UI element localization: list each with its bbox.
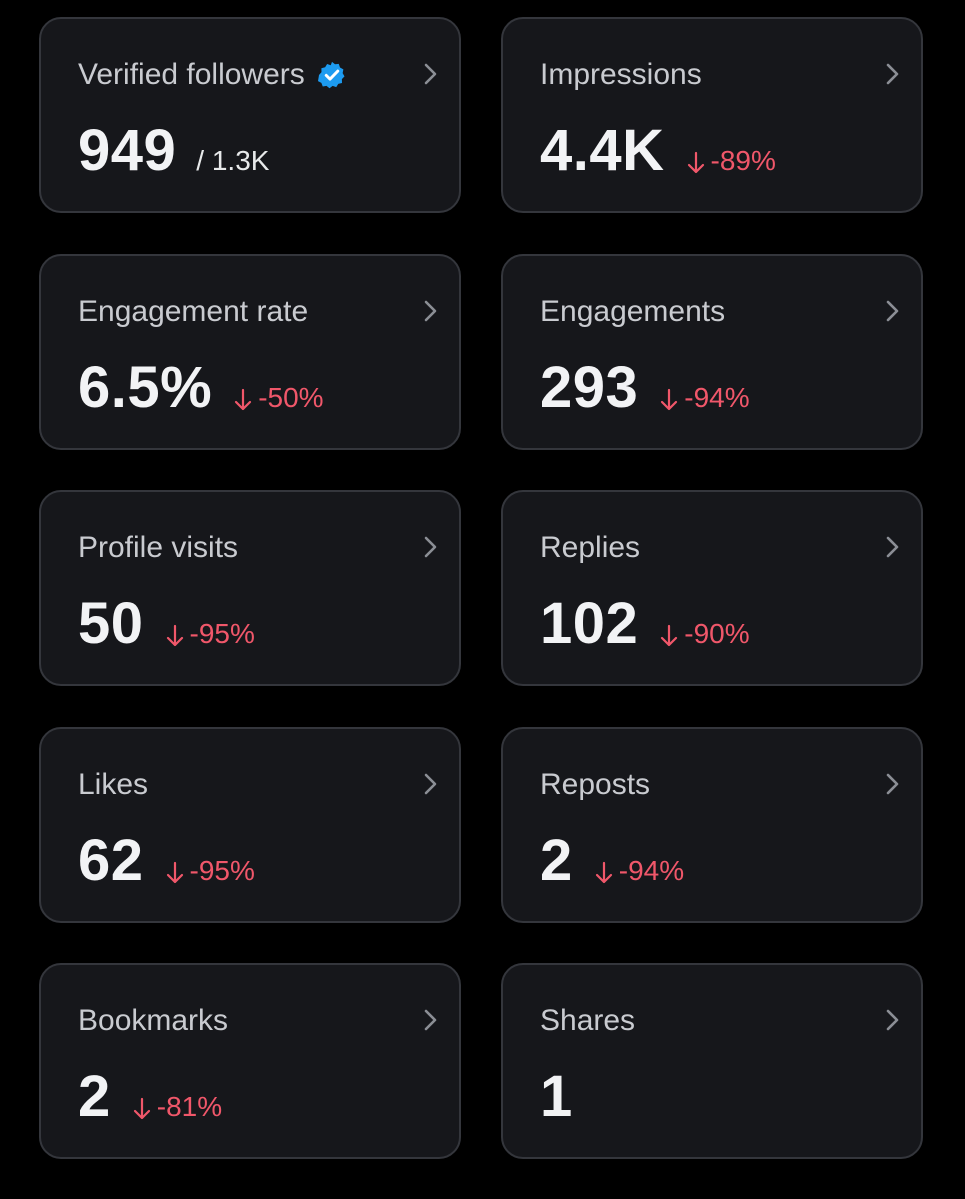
card-value: 50 — [78, 591, 144, 656]
arrow-down-icon — [133, 1097, 150, 1120]
card-title: Shares — [540, 1003, 635, 1039]
arrow-down-icon — [661, 624, 678, 647]
card-title: Replies — [540, 530, 640, 566]
card-value-row: 62 -95% — [78, 829, 255, 893]
chevron-right-icon — [424, 773, 437, 795]
card-engagements[interactable]: Engagements 293 -94% — [501, 254, 923, 450]
card-replies[interactable]: Replies 102 -90% — [501, 490, 923, 686]
card-title: Engagement rate — [78, 294, 308, 330]
card-value: 102 — [540, 591, 639, 656]
card-impressions[interactable]: Impressions 4.4K -89% — [501, 17, 923, 213]
card-title-label: Engagement rate — [78, 295, 309, 328]
card-title-label: Profile visits — [78, 531, 239, 564]
card-change: -90% — [660, 618, 750, 650]
chevron-right-icon — [886, 773, 899, 795]
arrow-down-icon — [235, 388, 252, 411]
card-change: -95% — [166, 855, 255, 887]
card-title: Likes — [78, 767, 148, 803]
card-likes[interactable]: Likes 62 -95% — [39, 727, 461, 923]
card-change-value: -50% — [258, 382, 324, 413]
chevron-right-icon — [886, 300, 899, 322]
chevron-right-icon — [424, 1009, 437, 1031]
card-title-label: Shares — [540, 1004, 636, 1037]
card-value-row: 293 -94% — [540, 356, 750, 420]
card-value: 2 — [78, 1064, 111, 1129]
card-change: -94% — [660, 382, 750, 414]
card-value-row: 949 / 1.3K — [78, 119, 269, 183]
card-change-value: -95% — [189, 855, 255, 886]
chevron-right-icon — [886, 536, 899, 558]
card-change-value: -94% — [684, 382, 750, 413]
card-value: 6.5% — [78, 355, 213, 420]
card-title-label: Likes — [78, 768, 149, 801]
card-value-row: 50 -95% — [78, 592, 255, 656]
arrow-down-icon — [595, 861, 612, 884]
card-title-label: Replies — [540, 531, 641, 564]
card-profile-visits[interactable]: Profile visits 50 -95% — [39, 490, 461, 686]
card-value-row: 1 — [540, 1065, 573, 1129]
card-value-row: 2 -81% — [78, 1065, 222, 1129]
arrow-down-icon — [166, 861, 183, 884]
card-value: 1 — [540, 1064, 573, 1129]
card-change: -50% — [234, 382, 324, 414]
card-value: 293 — [540, 355, 639, 420]
card-change-value: -81% — [156, 1091, 223, 1122]
card-value: 4.4K — [540, 118, 665, 183]
card-value-row: 2 -94% — [540, 829, 684, 893]
card-title-label: Bookmarks — [78, 1004, 229, 1037]
card-change-value: -95% — [189, 618, 255, 649]
card-reposts[interactable]: Reposts 2 -94% — [501, 727, 923, 923]
card-title: Impressions — [540, 57, 702, 93]
card-bookmarks[interactable]: Bookmarks 2 -81% — [39, 963, 461, 1159]
verified-badge-icon — [317, 61, 345, 89]
card-title: Verified followers — [78, 57, 347, 93]
card-title: Engagements — [540, 294, 725, 330]
card-change: -95% — [166, 618, 255, 650]
card-title: Bookmarks — [78, 1003, 228, 1039]
chevron-right-icon — [424, 63, 437, 85]
card-title-label: Engagements — [540, 295, 726, 328]
card-value-row: 102 -90% — [540, 592, 750, 656]
card-title: Profile visits — [78, 530, 238, 566]
card-value: 2 — [540, 828, 573, 893]
card-value: 949 — [78, 118, 177, 183]
card-title-label: Verified followers — [78, 58, 305, 91]
card-title-label: Impressions — [540, 58, 702, 91]
card-title: Reposts — [540, 767, 650, 803]
arrow-down-icon — [687, 151, 704, 174]
card-value: 62 — [78, 828, 144, 893]
card-total: / 1.3K — [196, 145, 270, 176]
card-change: -81% — [133, 1091, 222, 1123]
card-change-value: -89% — [710, 145, 776, 176]
chevron-right-icon — [886, 63, 899, 85]
card-change-value: -90% — [684, 618, 750, 649]
card-change: -94% — [595, 855, 684, 887]
card-change-value: -94% — [618, 855, 685, 886]
chevron-right-icon — [886, 1009, 899, 1031]
card-value-row: 6.5% -50% — [78, 356, 324, 420]
chevron-right-icon — [424, 300, 437, 322]
chevron-right-icon — [424, 536, 437, 558]
arrow-down-icon — [661, 388, 678, 411]
card-value-row: 4.4K -89% — [540, 119, 776, 183]
card-shares[interactable]: Shares 1 — [501, 963, 923, 1159]
card-engagement-rate[interactable]: Engagement rate 6.5% -50% — [39, 254, 461, 450]
card-title-label: Reposts — [540, 768, 651, 801]
card-change: -89% — [687, 145, 776, 177]
arrow-down-icon — [166, 624, 183, 647]
card-verified-followers[interactable]: Verified followers 949 / 1.3K — [39, 17, 461, 213]
